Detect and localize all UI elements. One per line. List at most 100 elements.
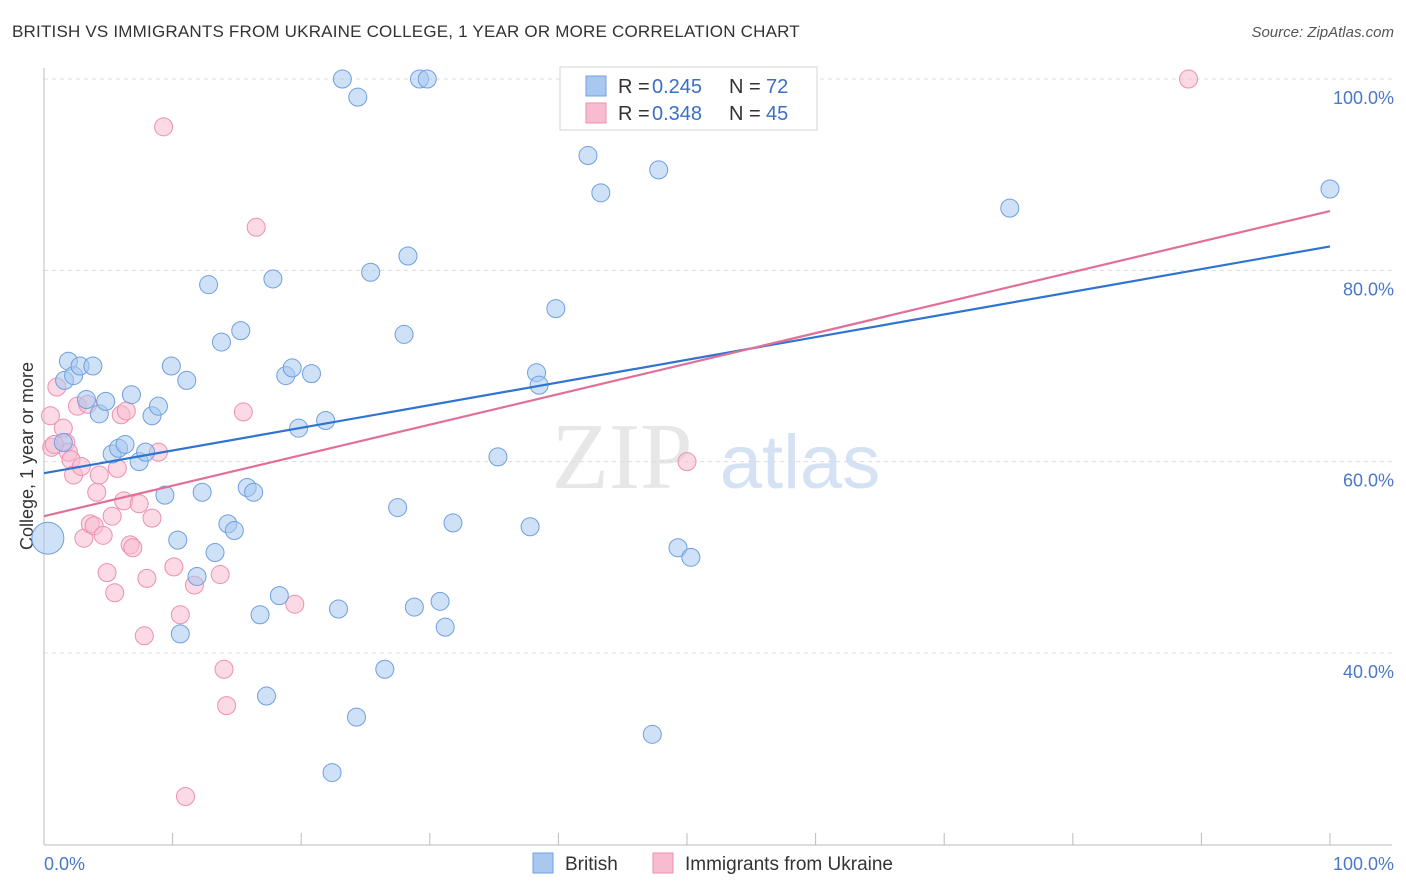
source-label: Source: ZipAtlas.com [1251,24,1394,41]
x-tick-label-max: 100.0% [1333,854,1394,874]
series-legend: British Immigrants from Ukraine [532,852,893,875]
british-point [398,246,418,266]
british-trend-line [43,245,1331,475]
british-point [388,498,408,518]
stats-legend: R = 0.245 N = 72 R = 0.348 N = 45 [559,66,818,131]
british-point [121,385,141,405]
ukraine-point [1179,69,1199,89]
ukraine-point [217,696,237,716]
british-point [301,364,321,384]
watermark-zip: ZIP [552,405,693,509]
ukraine-point [102,506,122,526]
ukraine-point [105,583,125,603]
british-point [161,356,181,376]
ukraine-point [97,563,117,583]
british-point [244,482,264,502]
watermark: ZIP atlas [552,405,881,509]
british-point [488,447,508,467]
british-point [256,686,276,706]
legend-british-n-label: N = [729,76,761,98]
x-axis-ticks [43,833,1331,845]
ukraine-point [40,406,60,426]
y-axis-labels: 40.0% 60.0% 80.0% 100.0% [1333,88,1394,682]
ukraine-point [164,557,184,577]
legend-ukraine-swatch [585,102,607,124]
y-tick-label: 100.0% [1333,88,1394,108]
british-point [211,332,231,352]
bottom-legend-british-label: British [565,854,618,875]
british-point [430,591,450,611]
legend-ukraine-r-value: 0.348 [652,103,702,125]
bottom-legend-british-swatch [532,852,554,874]
british-point [316,411,336,431]
british-point [417,69,437,89]
british-point [649,160,669,180]
british-point [136,442,156,462]
ukraine-point [129,494,149,514]
british-point [591,183,611,203]
ukraine-point [154,117,174,137]
series-ukraine-points [40,69,1199,806]
ukraine-point [677,452,697,472]
british-point [375,659,395,679]
ukraine-point [285,594,305,614]
watermark-atlas: atlas [720,420,881,505]
british-point [1320,179,1340,199]
ukraine-point [93,525,113,545]
british-point [681,547,701,567]
british-point [170,624,190,644]
y-tick-label: 80.0% [1343,279,1394,299]
british-point [96,391,116,411]
british-point [282,358,302,378]
ukraine-trend-line [43,209,1331,518]
ukraine-point [134,626,154,646]
british-point [192,482,212,502]
british-point [187,566,207,586]
ukraine-point [214,659,234,679]
british-point [520,517,540,537]
british-point [361,262,381,282]
british-point [322,763,342,783]
british-point [177,370,197,390]
ukraine-point [89,465,109,485]
ukraine-point [246,217,266,237]
british-point [269,586,289,606]
legend-british-r-value: 0.245 [652,76,702,98]
series-british-points [31,69,1340,783]
legend-ukraine-n-value: 45 [766,103,788,125]
y-axis-title: College, 1 year or more [17,362,37,550]
bottom-legend-ukraine-swatch [652,852,674,874]
british-point [394,324,414,344]
ukraine-point [137,568,157,588]
british-point [76,389,96,409]
british-point [332,69,352,89]
british-point [168,530,188,550]
ukraine-point [210,565,230,585]
x-tick-label-min: 0.0% [44,854,85,874]
legend-british-swatch [585,75,607,97]
british-point [443,513,463,533]
british-point [199,275,219,295]
british-point [205,543,225,563]
british-point [546,299,566,319]
british-point [348,87,368,107]
gridlines [44,78,1392,654]
british-point [578,146,598,166]
legend-british-n-value: 72 [766,76,788,98]
british-point [148,396,168,416]
british-point [668,538,688,558]
bottom-legend-ukraine-label: Immigrants from Ukraine [685,854,893,875]
british-point [1000,198,1020,218]
british-point [404,597,424,617]
british-point [346,707,366,727]
legend-british-r-label: R = [618,76,650,98]
british-point [263,269,283,289]
british-point [155,485,175,505]
legend-ukraine-n-label: N = [729,103,761,125]
british-point [83,356,103,376]
british-point [31,521,65,555]
british-point [53,433,73,453]
ukraine-point [175,787,195,806]
trend-lines [43,209,1331,518]
